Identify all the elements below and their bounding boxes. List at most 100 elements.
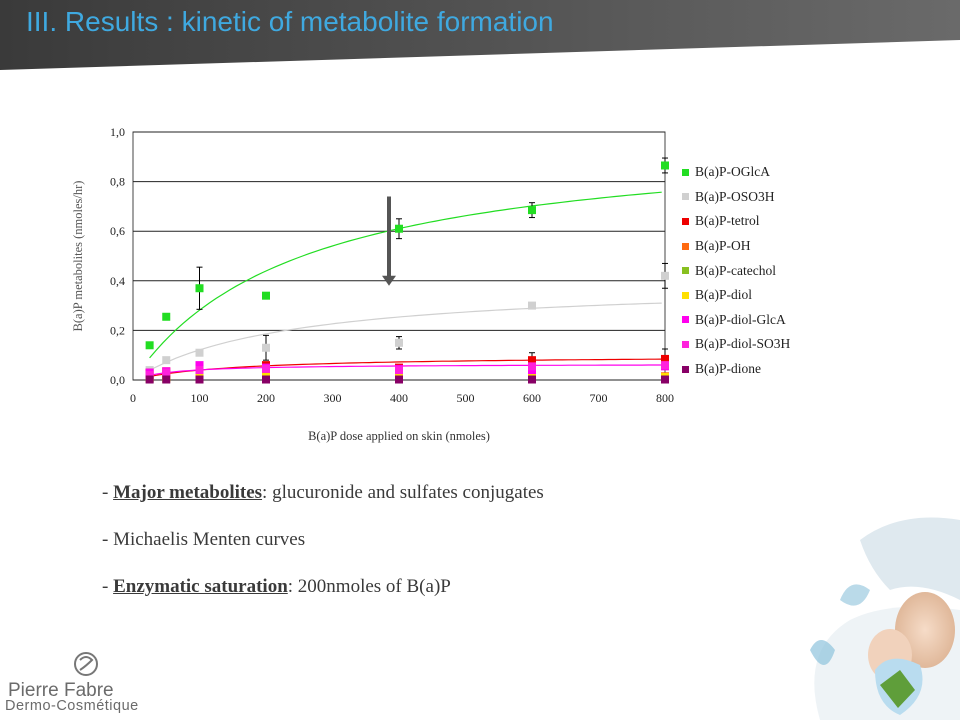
data-point [195, 348, 204, 357]
data-point [395, 224, 403, 233]
data-point [195, 284, 204, 293]
trend-curve [149, 364, 662, 376]
x-axis-label: B(a)P dose applied on skin (nmoles) [308, 429, 490, 443]
legend-item: B(a)P-OSO3H [682, 185, 832, 210]
y-tick-label: 0,0 [110, 373, 125, 387]
data-point [145, 341, 154, 350]
x-tick-label: 800 [656, 391, 674, 405]
data-point [262, 343, 270, 352]
legend-swatch [682, 316, 689, 324]
legend-item: B(a)P-diol [682, 283, 832, 308]
data-point [661, 271, 669, 280]
logo-line-1: Pierre Fabre [8, 680, 114, 701]
legend-label: B(a)P-OGlcA [695, 164, 770, 180]
data-point [262, 364, 270, 373]
legend-item: B(a)P-diol-GlcA [682, 308, 832, 333]
legend-label: B(a)P-tetrol [695, 213, 760, 229]
x-tick-label: 0 [130, 391, 136, 405]
trend-curve [149, 191, 662, 359]
data-point [395, 375, 403, 384]
bullet-item: - Michaelis Menten curves [102, 527, 544, 574]
legend-label: B(a)P-OSO3H [695, 188, 775, 204]
data-point [528, 362, 536, 371]
legend-swatch [682, 193, 689, 201]
legend-item: B(a)P-diol-SO3H [682, 332, 832, 357]
trend-curve [149, 358, 662, 378]
legend-label: B(a)P-catechol [695, 262, 776, 278]
x-tick-label: 400 [390, 391, 408, 405]
data-point [262, 291, 270, 300]
legend-label: B(a)P-diol-SO3H [695, 336, 791, 352]
data-point [661, 161, 669, 170]
data-point [528, 206, 536, 215]
bullet-text: : 200nmoles of B(a)P [287, 576, 451, 597]
legend-label: B(a)P-diol-GlcA [695, 311, 786, 327]
logo [74, 652, 98, 676]
slide-title: III. Results : kinetic of metabolite for… [26, 6, 554, 37]
data-point [528, 301, 536, 310]
data-point [661, 361, 669, 370]
y-tick-label: 1,0 [110, 125, 125, 139]
x-tick-label: 700 [590, 391, 608, 405]
x-tick-label: 200 [257, 391, 275, 405]
data-point [395, 366, 403, 375]
bullet-emphasis: Enzymatic saturation [113, 576, 288, 597]
x-tick-label: 300 [324, 391, 342, 405]
data-point [661, 354, 669, 363]
chart-legend: B(a)P-OGlcA B(a)P-OSO3H B(a)P-tetrol B(a)P-… [682, 160, 832, 381]
legend-swatch [682, 168, 689, 176]
y-tick-label: 0,8 [110, 175, 125, 189]
title-bar [0, 0, 960, 70]
annotation-arrowhead [382, 275, 396, 286]
legend-swatch [682, 340, 689, 348]
bullet-prefix: - [102, 529, 114, 550]
data-point [195, 375, 204, 384]
trend-curve [149, 302, 662, 371]
bullet-prefix: - [102, 482, 114, 503]
y-tick-label: 0,4 [110, 274, 125, 288]
bullet-item: - Major metabolites: glucuronide and sul… [102, 480, 544, 527]
x-tick-label: 600 [523, 391, 541, 405]
decorative-photo [810, 517, 960, 720]
legend-label: B(a)P-OH [695, 238, 751, 254]
legend-item: B(a)P-catechol [682, 258, 832, 283]
data-point [195, 361, 204, 370]
legend-item: B(a)P-OH [682, 234, 832, 259]
legend-item: B(a)P-dione [682, 357, 832, 382]
data-point [145, 375, 154, 384]
bullet-prefix: - [102, 576, 114, 597]
data-point [661, 375, 669, 384]
legend-swatch [682, 267, 689, 275]
legend-swatch [682, 365, 689, 373]
data-point [528, 356, 536, 365]
logo-line-2: Dermo-Cosmétique [5, 698, 139, 714]
data-point [162, 356, 171, 365]
data-point [162, 312, 171, 321]
y-axis-label: B(a)P metabolites (nmoles/hr) [71, 181, 85, 332]
legend-swatch [682, 217, 689, 225]
bullet-emphasis: Major metabolites [113, 482, 263, 503]
x-tick-label: 500 [457, 391, 475, 405]
data-point [395, 338, 403, 347]
legend-label: B(a)P-dione [695, 361, 761, 377]
y-tick-label: 0,6 [110, 224, 125, 238]
legend-item: B(a)P-OGlcA [682, 160, 832, 185]
y-tick-label: 0,2 [110, 323, 125, 337]
data-point [162, 375, 171, 384]
bullet-list: - Major metabolites: glucuronide and sul… [102, 480, 544, 621]
legend-swatch [682, 242, 689, 250]
data-point [262, 375, 270, 384]
legend-swatch [682, 291, 689, 299]
metabolite-chart: 0,0 0,2 0,4 0,6 0,8 1,0 0 100 200 300 400 500 600 700… [71, 125, 674, 443]
bullet-text: Michaelis Menten curves [113, 529, 306, 550]
data-point [162, 368, 171, 377]
data-point [528, 375, 536, 384]
logo-mark-icon [74, 652, 98, 676]
x-tick-label: 100 [191, 391, 209, 405]
data-point [145, 371, 154, 380]
legend-item: B(a)P-tetrol [682, 209, 832, 234]
bullet-text: : glucuronide and sulfates conjugates [262, 482, 544, 503]
bullet-item: - Enzymatic saturation: 200nmoles of B(a… [102, 574, 544, 621]
legend-label: B(a)P-diol [695, 287, 752, 303]
data-point [195, 366, 204, 375]
